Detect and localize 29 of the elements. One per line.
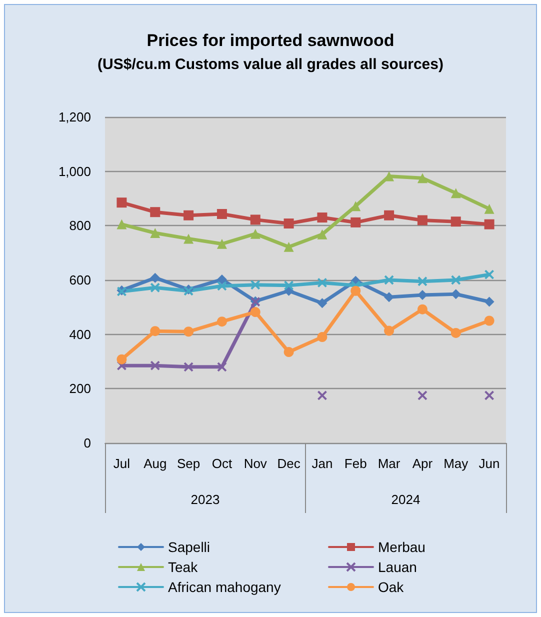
- x-tick-label: Dec: [277, 456, 301, 471]
- x-tick-label: May: [444, 456, 469, 471]
- x-tick-label: Jan: [312, 456, 333, 471]
- y-tick-label: 1,200: [58, 110, 91, 124]
- x-tick-label: Aug: [144, 456, 167, 471]
- x-tick-label: Jun: [478, 456, 500, 471]
- x-tick-label: Sep: [176, 456, 200, 471]
- y-tick-label: 0: [84, 436, 91, 450]
- y-tick-label: 600: [69, 272, 91, 288]
- y-tick-label: 800: [69, 218, 91, 234]
- x-tick-label: Feb: [344, 456, 367, 471]
- chart-subtitle: (US$/cu.m Customs value all grades all sources): [98, 56, 444, 73]
- legend-label: Sapelli: [168, 539, 210, 555]
- x-tick-label: Oct: [212, 456, 232, 471]
- chart-title: Prices for imported sawnwood: [146, 31, 394, 50]
- x-tick-label: Jul: [113, 456, 130, 471]
- x-tick-label: Mar: [378, 456, 401, 471]
- y-tick-label: 400: [69, 326, 91, 342]
- legend-label: Merbau: [378, 539, 426, 555]
- x-tick-label: Apr: [412, 456, 434, 471]
- legend-label: African mahogany: [168, 579, 281, 595]
- text: 2023: [190, 492, 220, 507]
- text: 2024: [391, 492, 420, 507]
- x-tick-label: Nov: [244, 456, 268, 471]
- legend-label: Lauan: [378, 559, 417, 575]
- legend-label: Oak: [378, 579, 405, 595]
- y-tick-label: 200: [69, 381, 91, 396]
- legend-label: Teak: [168, 559, 199, 575]
- y-tick-label: 1,000: [58, 164, 91, 179]
